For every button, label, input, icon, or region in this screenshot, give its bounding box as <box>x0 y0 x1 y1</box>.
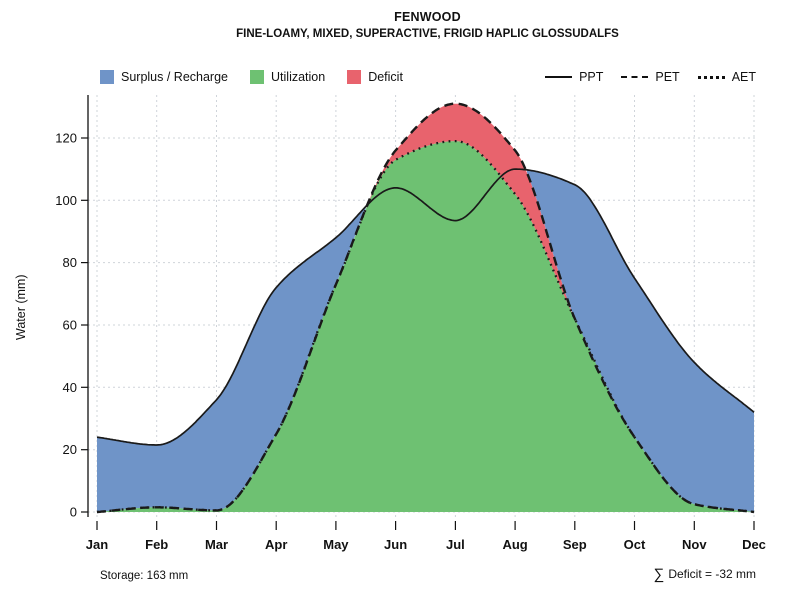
area-fills <box>97 103 754 512</box>
fill-surplus-recharge <box>97 169 754 512</box>
y-tick-label: 120 <box>55 131 77 146</box>
legend-line-sample-dotted <box>697 75 725 79</box>
axes: 0 20 40 60 80 100 120 Jan Feb Mar Apr May Jun Jul Aug S… <box>55 95 766 552</box>
fill-utilization <box>98 141 753 512</box>
legend-line-items: PPT PET AET <box>545 70 756 84</box>
deficit-annotation: ∑ Deficit = -32 mm <box>654 566 756 583</box>
line-ppt <box>96 168 755 446</box>
sum-symbol: ∑ <box>653 566 665 583</box>
chart-title: FENWOOD <box>394 10 461 24</box>
y-tick-label: 60 <box>63 318 77 333</box>
legend-item-utilization: Utilization <box>250 70 325 84</box>
legend-item-aet: AET <box>697 70 756 84</box>
y-tick-label: 100 <box>55 193 77 208</box>
storage-annotation: Storage: 163 mm <box>100 570 189 582</box>
x-tick-label: Dec <box>742 537 766 552</box>
legend-line-sample-solid <box>545 76 573 78</box>
x-tick-label: Jul <box>446 537 465 552</box>
chart-header: FENWOOD FINE-LOAMY, MIXED, SUPERACTIVE, … <box>55 10 800 40</box>
x-tick-label: Nov <box>682 537 707 552</box>
x-tick-label: Jan <box>86 537 108 552</box>
legend-line-sample-dashed <box>621 76 649 78</box>
y-axis-label: Water (mm) <box>14 274 28 341</box>
y-tick-label: 80 <box>63 255 77 270</box>
deficit-text: Deficit = -32 mm <box>668 567 756 581</box>
x-tick-label: May <box>323 537 349 552</box>
x-tick-label: Sep <box>563 537 587 552</box>
legend-label: AET <box>731 70 756 84</box>
x-tick-label: Feb <box>145 537 168 552</box>
chart-subtitle: FINE-LOAMY, MIXED, SUPERACTIVE, FRIGID H… <box>236 28 619 40</box>
legend-label: Surplus / Recharge <box>121 70 229 84</box>
legend-label: Utilization <box>271 70 326 84</box>
legend: Surplus / Recharge Utilization Deficit PPT… <box>100 70 756 84</box>
legend-item-surplus-recharge: Surplus / Recharge <box>100 70 228 84</box>
legend-label: Deficit <box>368 70 403 84</box>
fill-deficit <box>367 103 572 313</box>
line-pet <box>96 102 755 514</box>
x-tick-label: Apr <box>265 537 287 552</box>
legend-label: PET <box>655 70 680 84</box>
line-aet <box>96 139 755 514</box>
legend-label: PPT <box>579 70 604 84</box>
legend-swatch <box>100 70 114 84</box>
x-tick-label: Jun <box>384 537 407 552</box>
x-tick-label: Oct <box>624 537 646 552</box>
legend-fill-items: Surplus / Recharge Utilization Deficit <box>100 70 403 84</box>
legend-swatch <box>250 70 265 84</box>
y-tick-label: 40 <box>63 380 77 395</box>
legend-swatch <box>347 70 362 84</box>
x-tick-label: Mar <box>205 537 228 552</box>
legend-item-pet: PET <box>621 70 680 84</box>
legend-item-deficit: Deficit <box>347 70 403 84</box>
y-tick-label: 0 <box>70 505 77 520</box>
x-tick-label: Aug <box>502 537 527 552</box>
y-tick-label: 20 <box>63 442 77 457</box>
legend-item-ppt: PPT <box>545 70 603 84</box>
series-lines <box>96 102 755 514</box>
